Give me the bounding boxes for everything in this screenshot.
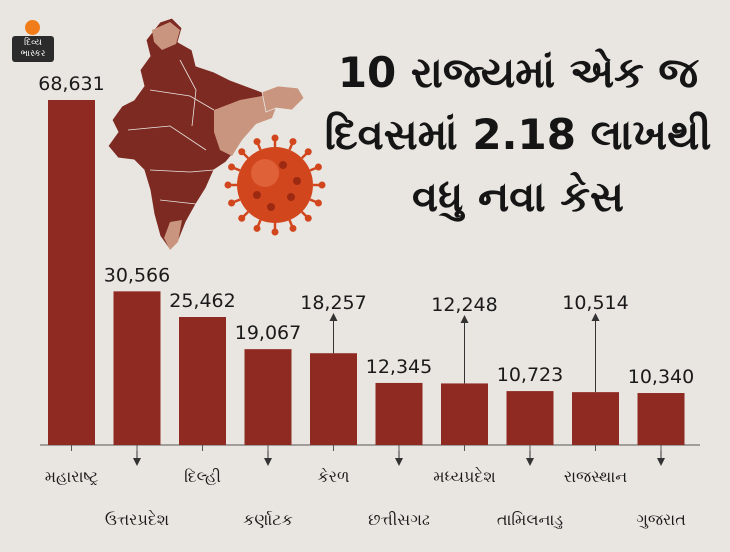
virus-spot — [287, 193, 295, 201]
category-label: તામિલનાડુ — [497, 510, 563, 529]
category-label: કર્ણાટક — [243, 510, 293, 529]
map-northeast-region — [261, 85, 305, 113]
arrow-down-icon — [657, 458, 665, 466]
category-label: મહારાષ્ટ્ર — [45, 467, 99, 487]
category-label: રાજસ્થાન — [564, 467, 627, 486]
bar — [572, 392, 619, 445]
map-eastern-region — [214, 96, 278, 156]
bar — [244, 349, 292, 445]
value-label: 10,514 — [562, 292, 628, 314]
virus-spike-tip — [271, 228, 279, 236]
category-label: મધ્યપ્રદેશ — [433, 466, 495, 486]
arrow-down-icon — [526, 458, 534, 466]
bar — [637, 393, 685, 445]
virus-spike-tip — [314, 199, 322, 207]
category-label: ઉત્તરપ્રદેશ — [105, 509, 169, 529]
map-north-region — [152, 22, 180, 50]
bars-group: 68,631 મહારાષ્ટ્ર 30,566 ઉત્તરપ્રદેશ 25,462 દ… — [38, 73, 700, 529]
virus-spot — [267, 203, 275, 211]
bar — [113, 291, 161, 445]
virus-spike-tip — [238, 148, 246, 156]
virus-spike-tip — [253, 138, 261, 146]
virus-highlight — [251, 159, 279, 187]
bar — [179, 317, 226, 445]
virus-spot — [293, 177, 301, 185]
virus-spike-tip — [304, 214, 312, 222]
arrow-up-icon — [329, 313, 338, 321]
virus-spot — [279, 161, 287, 169]
category-label: દિલ્હી — [184, 467, 221, 486]
value-label: 18,257 — [300, 292, 366, 314]
bar — [375, 382, 423, 445]
virus-spike-tip — [271, 134, 279, 142]
brand-logo-text: દિવ્ય ભાસ્કર — [12, 36, 54, 62]
virus-spot — [253, 191, 261, 199]
bar — [441, 383, 488, 445]
india-map-illustration — [107, 17, 305, 251]
value-label: 30,566 — [104, 264, 170, 286]
virus-spike-tip — [224, 181, 232, 189]
virus-icon — [237, 147, 313, 223]
map-southern-tip — [164, 220, 182, 250]
value-label: 10,340 — [628, 366, 694, 388]
virus-spike-tip — [318, 181, 326, 189]
value-label: 19,067 — [235, 322, 301, 344]
map-state-borders — [127, 59, 215, 205]
category-label: છત્તીસગઢ — [368, 510, 430, 529]
arrow-up-icon — [460, 315, 469, 323]
virus-spike-tip — [238, 214, 246, 222]
virus-spike-tip — [253, 224, 261, 232]
category-label: કેરળ — [317, 467, 349, 486]
bar — [506, 391, 554, 445]
arrow-down-icon — [133, 458, 141, 466]
bar — [310, 353, 357, 445]
value-label: 12,345 — [366, 356, 432, 378]
virus-spike-tip — [289, 138, 297, 146]
sun-icon — [25, 20, 40, 35]
bar — [48, 100, 95, 445]
arrow-down-icon — [264, 458, 272, 466]
virus-spike-tip — [228, 199, 236, 207]
value-label: 68,631 — [38, 73, 104, 95]
category-label: ગુજરાત — [636, 510, 686, 529]
value-label: 25,462 — [169, 290, 235, 312]
india-map-icon — [107, 17, 303, 251]
virus-spike-tip — [228, 163, 236, 171]
value-label: 12,248 — [431, 294, 497, 316]
virus-spike-tip — [289, 224, 297, 232]
virus-illustration — [224, 134, 326, 236]
arrow-up-icon — [591, 313, 600, 321]
arrow-down-icon — [395, 458, 403, 466]
brand-logo: દિવ્ય ભાસ્કર — [10, 18, 56, 64]
virus-spike-tip — [314, 163, 322, 171]
virus-spike-tip — [304, 148, 312, 156]
headline: 10 રાજ્યમાં એક જ દિવસમાં 2.18 લાખથી વધુ … — [324, 48, 712, 221]
value-label: 10,723 — [497, 364, 563, 386]
